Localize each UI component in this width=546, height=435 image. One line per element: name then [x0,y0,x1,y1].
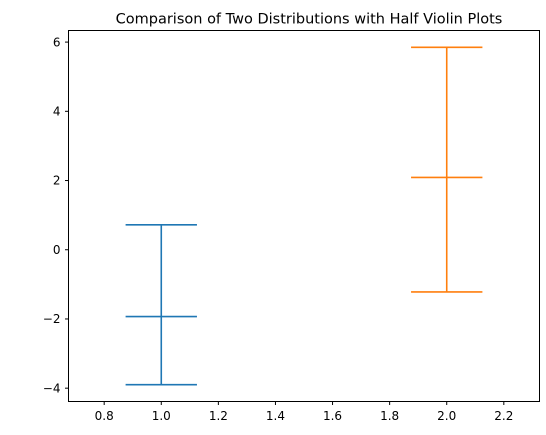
x-tick-label-1: 0.8 [95,409,114,423]
x-tick-label-6: 1.8 [380,409,399,423]
plot-area [125,46,483,386]
y-axis: −4 −2 0 2 4 6 [43,35,69,395]
y-tick-label-6: 6 [53,35,61,49]
x-tick-label-8: 2.2 [494,409,513,423]
y-tick-label-3: 0 [53,243,61,257]
x-tick-label-4: 1.4 [266,409,285,423]
axes-frame [68,30,540,402]
x-tick-label-2: 1.0 [152,409,171,423]
x-tick-label-5: 1.6 [323,409,342,423]
y-tick-label-2: −2 [43,312,61,326]
x-tick-label-3: 1.2 [209,409,228,423]
y-tick-label-1: −4 [43,381,61,395]
x-tick-label-7: 2.0 [437,409,456,423]
y-tick-label-4: 2 [53,174,61,188]
y-tick-label-5: 4 [53,105,61,119]
chart-title: Comparison of Two Distributions with Hal… [116,12,503,28]
x-axis: 0.8 1.0 1.2 1.4 1.6 1.8 2.0 2.2 [95,401,513,423]
